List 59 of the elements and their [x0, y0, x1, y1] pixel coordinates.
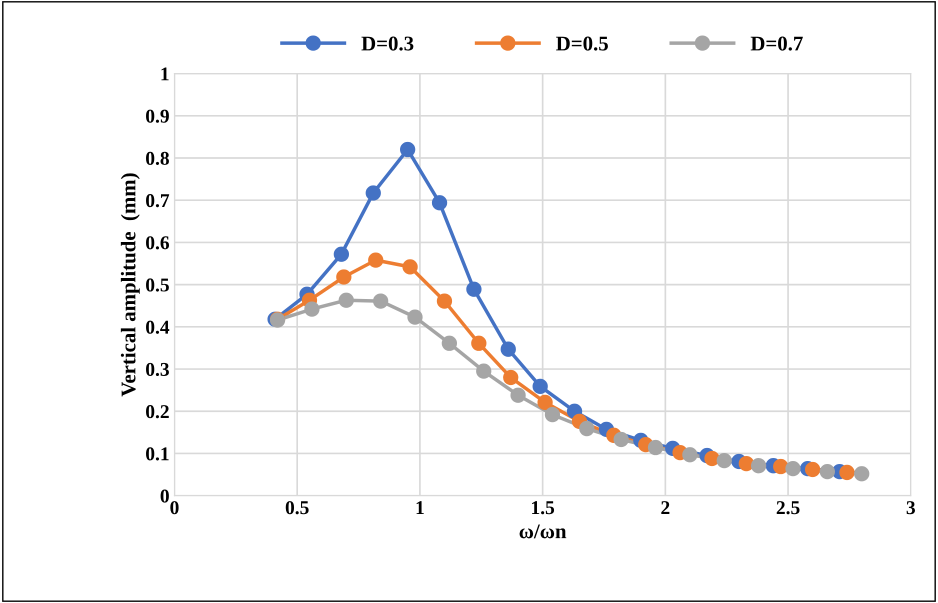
point [544, 406, 560, 422]
point [471, 336, 486, 351]
point [537, 394, 553, 410]
legend-label: D=0.3 [361, 36, 414, 51]
legend-label: D=0.7 [750, 36, 803, 51]
y-tick-label: 0.3 [146, 362, 169, 376]
point [400, 142, 416, 158]
x-tick-label: 2.5 [776, 501, 800, 514]
point [614, 432, 629, 448]
y-tick-label: 0.4 [146, 320, 170, 334]
x-tick-label: 1 [416, 501, 424, 514]
point [839, 464, 855, 480]
point [785, 461, 801, 476]
point [510, 388, 526, 403]
point [773, 458, 788, 474]
point [476, 364, 492, 379]
point [500, 342, 516, 357]
point [442, 336, 458, 351]
point [304, 301, 320, 317]
point [368, 252, 384, 268]
y-tick-label: 0.8 [146, 152, 169, 166]
point [338, 292, 354, 308]
x-tick-label: 0 [170, 501, 179, 514]
y-tick-label: 0.1 [146, 447, 169, 460]
point [503, 370, 518, 386]
point [366, 185, 381, 201]
point [402, 259, 418, 275]
y-tick-label: 0 [160, 489, 169, 503]
point [532, 378, 548, 394]
x-axis-title: ω/ωn [520, 524, 566, 538]
point [466, 282, 482, 297]
point [750, 458, 766, 474]
x-tick-label: 1.5 [532, 501, 554, 514]
x-tick-label: 0.5 [286, 501, 309, 514]
y-tick-label: 0.6 [146, 236, 170, 250]
point [373, 293, 388, 309]
point [579, 420, 594, 436]
point [854, 466, 870, 482]
legend-label: D=0.5 [556, 36, 608, 51]
x-tick-label: 3 [906, 501, 915, 514]
point [682, 447, 698, 462]
point [804, 462, 820, 478]
point [704, 450, 720, 466]
y-tick-label: 0.5 [146, 278, 169, 292]
point [336, 269, 352, 285]
point [648, 440, 664, 456]
point [334, 246, 350, 262]
point [820, 464, 835, 480]
x-tick-label: 2 [661, 501, 670, 514]
y-axis-title: Vertical amplitude (mm) [120, 173, 140, 397]
y-tick-label: 0.9 [146, 110, 169, 123]
point [407, 309, 423, 325]
point [738, 456, 754, 472]
y-tick-label: 1 [161, 67, 169, 80]
y-tick-label: 0.7 [146, 194, 170, 208]
point [436, 293, 452, 309]
point [432, 195, 448, 210]
y-tick-label: 0.2 [146, 405, 169, 418]
point [716, 452, 732, 468]
